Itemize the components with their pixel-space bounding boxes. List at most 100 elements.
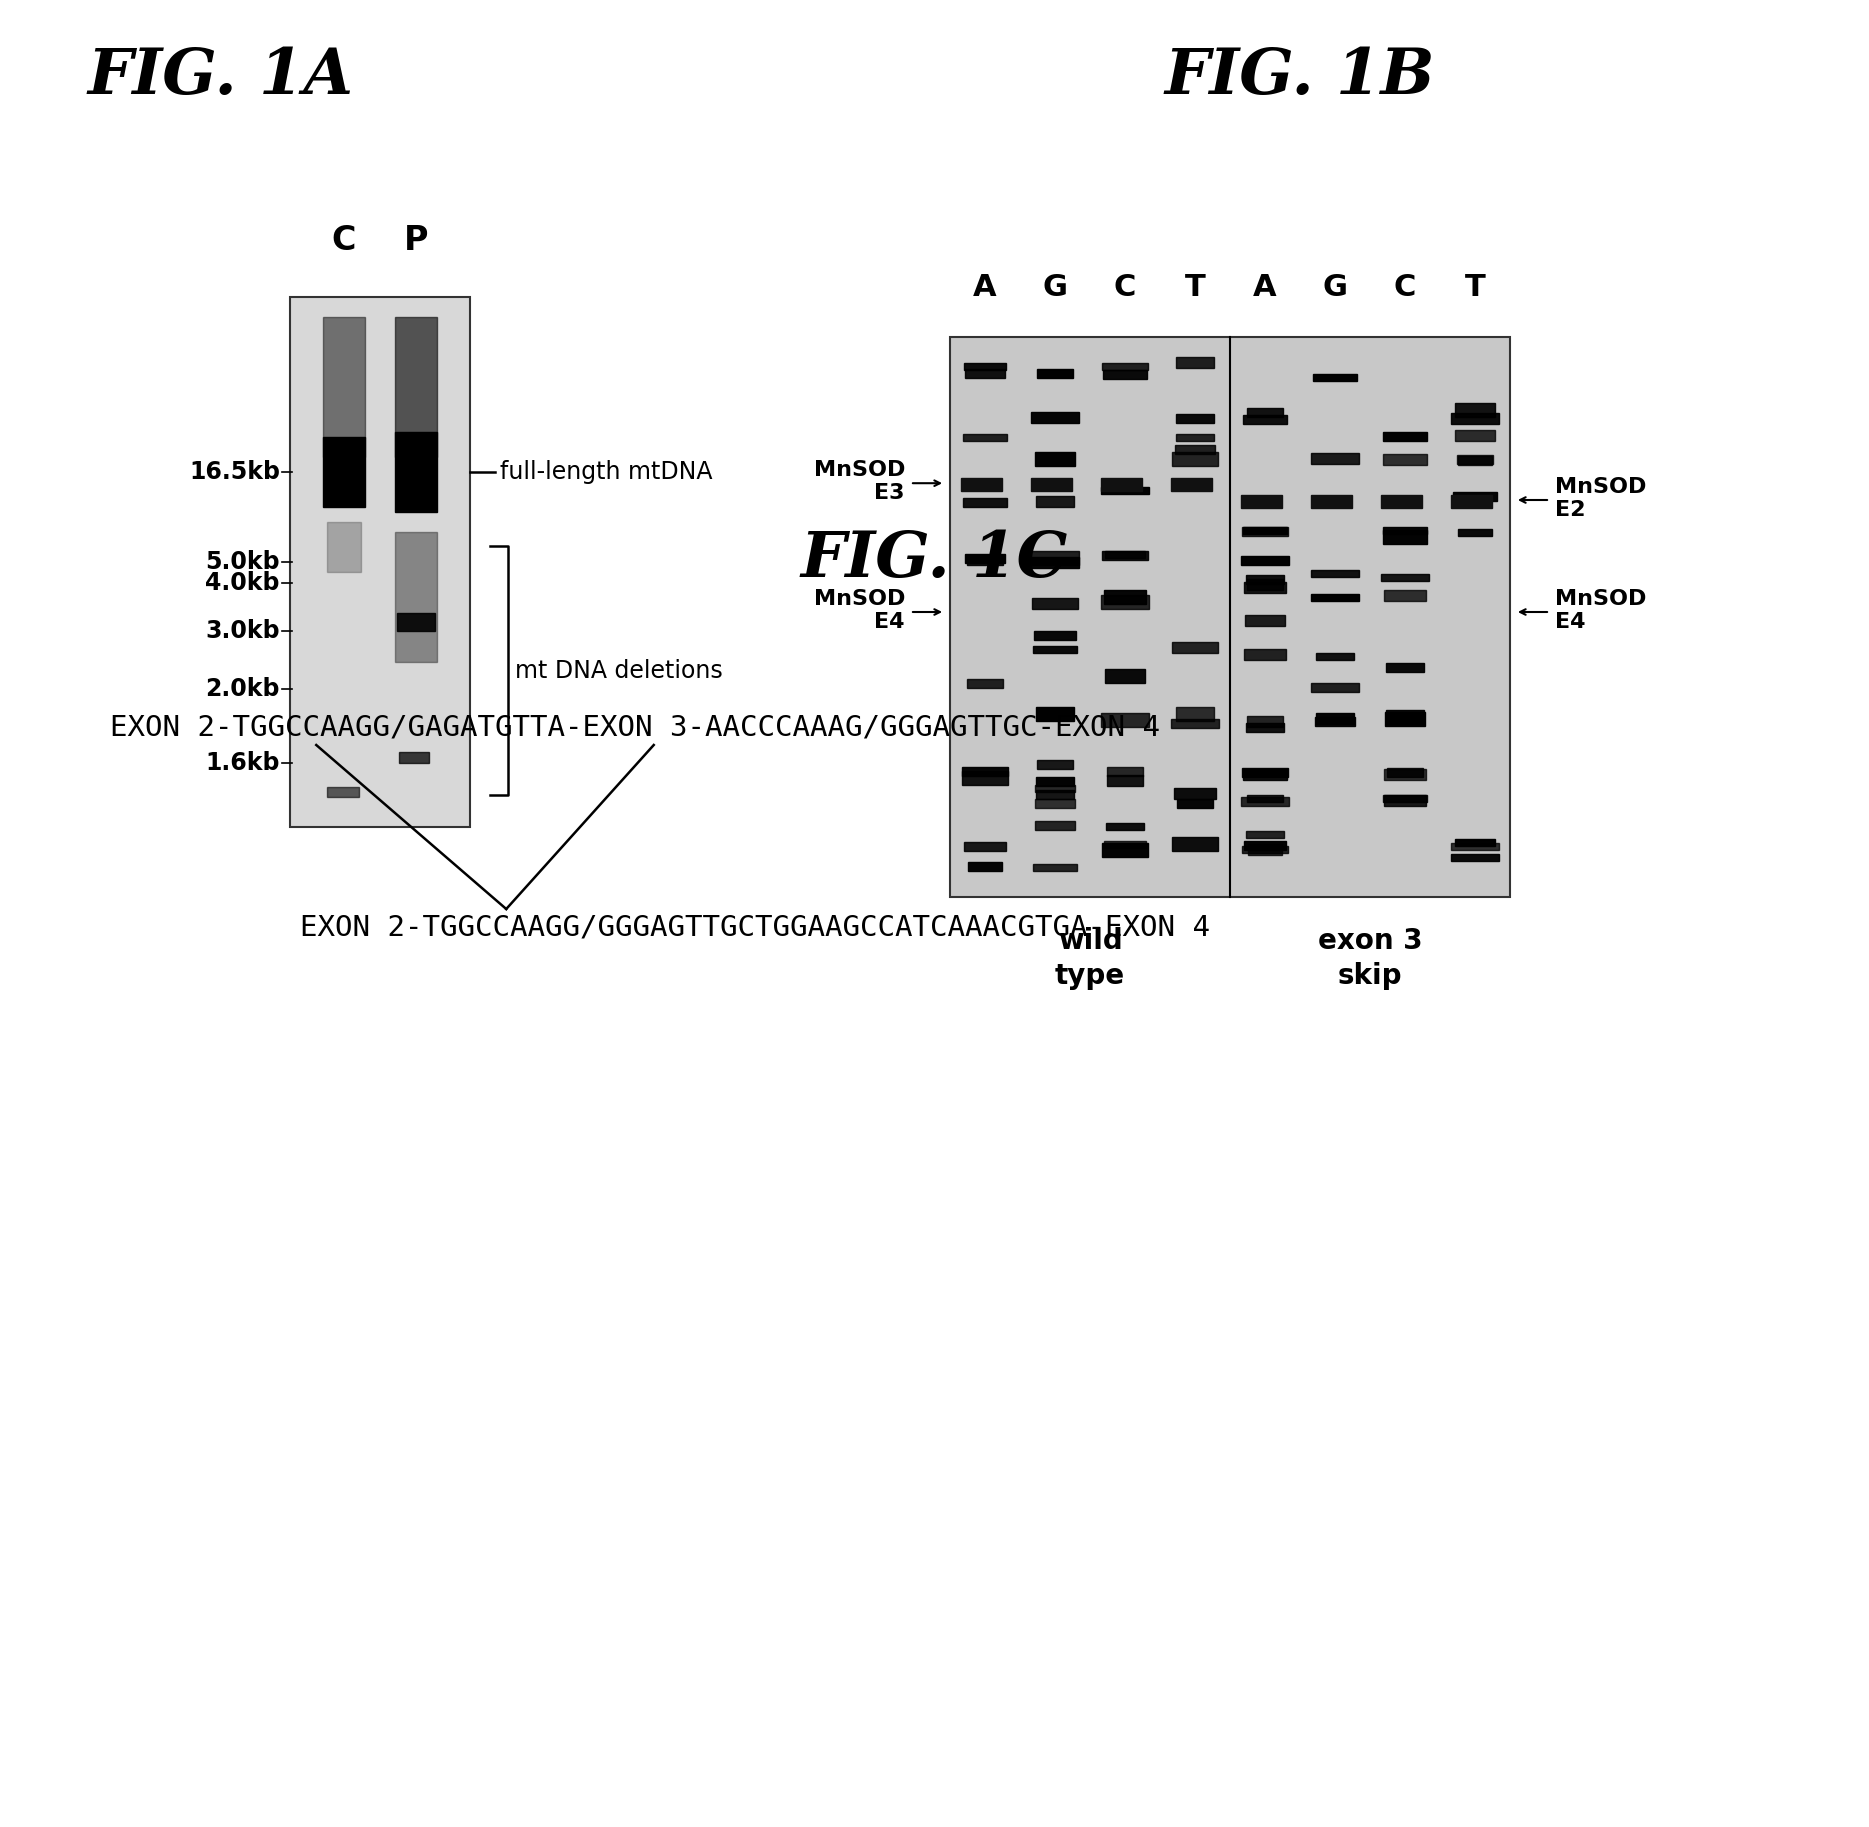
Text: 3.0kb: 3.0kb <box>206 619 280 643</box>
Bar <box>1247 716 1284 727</box>
Bar <box>1310 594 1359 601</box>
Text: full-length mtDNA: full-length mtDNA <box>501 460 712 484</box>
Bar <box>1312 453 1359 464</box>
Bar <box>1458 530 1491 535</box>
Bar <box>1172 451 1219 466</box>
Bar <box>1030 479 1073 491</box>
Bar <box>1450 855 1499 861</box>
Bar <box>1314 375 1357 380</box>
Bar <box>1105 590 1146 605</box>
Bar <box>1243 583 1286 594</box>
Bar <box>1316 716 1355 725</box>
Bar <box>323 437 364 506</box>
Bar <box>398 753 430 764</box>
Bar <box>323 318 364 457</box>
Bar <box>1387 711 1424 723</box>
Bar <box>1030 550 1078 557</box>
Text: 1.6kb: 1.6kb <box>206 751 280 775</box>
Bar <box>1105 840 1146 848</box>
Bar <box>1035 776 1073 786</box>
Bar <box>963 497 1007 506</box>
Bar <box>1241 555 1290 565</box>
Text: E4: E4 <box>1555 612 1585 632</box>
Bar <box>1034 864 1077 871</box>
Text: FIG. 1A: FIG. 1A <box>88 46 353 108</box>
Bar <box>1387 663 1424 672</box>
Bar <box>1383 590 1426 601</box>
Bar <box>964 554 1006 563</box>
Bar <box>1032 557 1078 565</box>
Bar <box>1035 820 1075 829</box>
Text: EXON 2-TGGCCAAGG/GAGATGTTA-EXON 3-AACCCAAAG/GGGAGTTGC-EXON 4: EXON 2-TGGCCAAGG/GAGATGTTA-EXON 3-AACCCA… <box>110 713 1161 742</box>
Text: MnSOD: MnSOD <box>1555 588 1647 608</box>
Text: 16.5kb: 16.5kb <box>189 460 280 484</box>
Text: 4.0kb: 4.0kb <box>206 572 280 596</box>
Bar <box>1454 493 1497 501</box>
Bar <box>1105 550 1146 557</box>
Bar <box>1172 641 1219 652</box>
Bar <box>1172 837 1219 851</box>
Bar <box>1383 453 1428 464</box>
Text: wild: wild <box>1058 926 1123 956</box>
Bar <box>1035 798 1075 808</box>
Bar <box>1101 713 1149 727</box>
Bar <box>1241 495 1282 508</box>
Bar <box>1176 433 1215 440</box>
Bar <box>1243 528 1286 533</box>
Text: G: G <box>1323 272 1348 301</box>
Bar <box>1383 530 1428 544</box>
Bar <box>1176 415 1215 422</box>
Bar <box>1247 831 1284 839</box>
Text: EXON 2-TGGCCAAGG/GGGAGTTGCTGGAAGCCATCAAACGTGA-EXON 4: EXON 2-TGGCCAAGG/GGGAGTTGCTGGAAGCCATCAAA… <box>301 914 1209 941</box>
Text: 2.0kb: 2.0kb <box>206 678 280 702</box>
Text: FIG. 1B: FIG. 1B <box>1164 46 1435 108</box>
Bar <box>1101 488 1149 493</box>
Text: 5.0kb: 5.0kb <box>206 550 280 574</box>
Bar <box>1037 369 1073 378</box>
Bar <box>1105 669 1146 683</box>
Bar <box>1248 844 1282 855</box>
Bar <box>1035 791 1075 800</box>
Bar <box>1032 599 1078 610</box>
Bar <box>963 433 1007 440</box>
Text: G: G <box>1043 272 1067 301</box>
Bar <box>1176 707 1213 720</box>
Bar <box>1247 576 1284 585</box>
Bar <box>1243 840 1286 850</box>
Bar <box>1385 769 1426 780</box>
Text: MnSOD: MnSOD <box>813 460 905 481</box>
Text: C: C <box>333 225 357 258</box>
Bar <box>1241 767 1288 776</box>
Bar <box>1106 775 1144 786</box>
Bar <box>1383 795 1426 802</box>
Bar <box>1035 495 1075 506</box>
Bar <box>394 318 437 457</box>
Bar <box>1035 784 1075 791</box>
Bar <box>1310 495 1351 508</box>
Bar <box>1247 795 1284 802</box>
Bar <box>1381 574 1430 581</box>
Bar <box>1456 839 1495 846</box>
Text: E3: E3 <box>875 482 905 502</box>
Bar <box>290 298 469 828</box>
Text: MnSOD: MnSOD <box>813 588 905 608</box>
Bar <box>1383 433 1428 442</box>
Text: FIG. 1C: FIG. 1C <box>800 530 1067 590</box>
Text: exon 3: exon 3 <box>1318 926 1422 956</box>
Text: P: P <box>404 225 428 258</box>
Bar <box>1034 632 1077 639</box>
Bar <box>1241 797 1290 806</box>
Bar <box>1177 798 1213 808</box>
Bar <box>968 680 1004 687</box>
Text: C: C <box>1394 272 1417 301</box>
Bar <box>1103 844 1148 857</box>
Bar <box>394 532 437 661</box>
Text: A: A <box>1254 272 1277 301</box>
Bar <box>1383 528 1426 533</box>
Bar <box>963 767 1007 776</box>
Bar <box>963 771 1007 786</box>
Bar <box>1032 411 1078 422</box>
Bar <box>1035 707 1075 722</box>
Bar <box>961 479 1002 491</box>
Bar <box>1174 787 1217 798</box>
